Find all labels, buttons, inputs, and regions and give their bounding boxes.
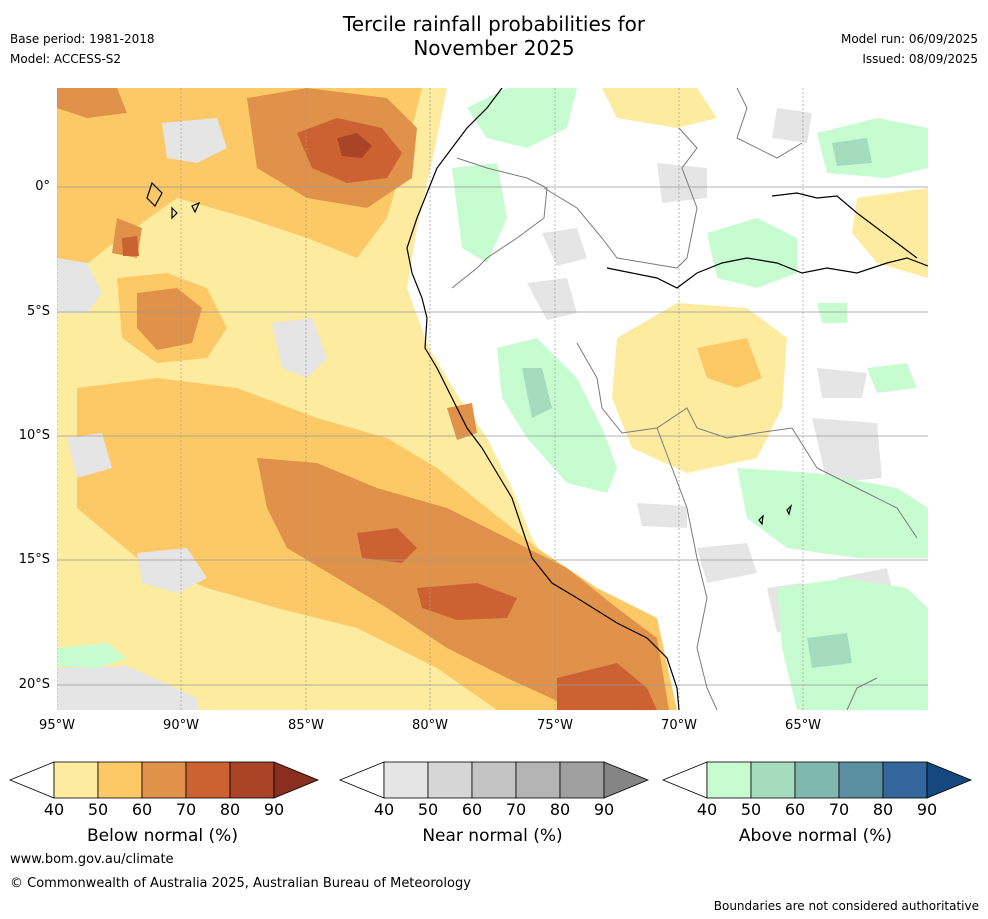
model-name: Model: ACCESS-S2 (10, 52, 122, 66)
lon-label-95w: 95°W (39, 718, 75, 733)
colorbar-near-extend-low (338, 761, 385, 799)
colorbar-above-swatch-4 (882, 761, 928, 799)
near-normal-shading (57, 108, 897, 710)
colorbar-near-tick-50: 50 (417, 800, 439, 819)
meta-right: Model run: 06/09/2025 Issued: 08/09/2025 (841, 32, 978, 72)
lon-label-90w: 90°W (163, 718, 199, 733)
colorbar-near-extend-high (603, 761, 650, 799)
colorbar-near-tick-70: 70 (505, 800, 527, 819)
colorbar-near-tick-80: 80 (549, 800, 571, 819)
lat-label-0: 0° (35, 179, 50, 194)
colorbar-above-tick-90: 90 (916, 800, 938, 819)
colorbar-below-swatch-3 (185, 761, 231, 799)
below-normal-shading (57, 88, 928, 710)
colorbar-near-tick-60: 60 (461, 800, 483, 819)
colorbar-near-swatch-3 (515, 761, 561, 799)
colorbar-below-swatch-2 (141, 761, 187, 799)
colorbars (8, 761, 973, 799)
colorbar-below-tick-70: 70 (175, 800, 197, 819)
lon-label-80w: 80°W (412, 718, 448, 733)
colorbar-below-tick-90: 90 (263, 800, 285, 819)
colorbar-near-swatch-1 (427, 761, 473, 799)
colorbar-below-swatch-1 (97, 761, 143, 799)
colorbar-above-tick-40: 40 (696, 800, 718, 819)
colorbar-above-swatch-2 (794, 761, 840, 799)
colorbar-below-tick-80: 80 (219, 800, 241, 819)
lon-label-85w: 85°W (288, 718, 324, 733)
lat-label-20s: 20°S (18, 677, 50, 692)
colorbar-above-swatch-1 (750, 761, 796, 799)
colorbar-title-above: Above normal (%) (738, 826, 893, 846)
colorbar-above-normal (661, 761, 973, 799)
lon-label-75w: 75°W (537, 718, 573, 733)
lon-label-65w: 65°W (785, 718, 821, 733)
rainfall-map (57, 88, 928, 710)
coastlines-rivers (146, 88, 928, 710)
colorbar-above-tick-70: 70 (828, 800, 850, 819)
colorbar-below-tick-40: 40 (43, 800, 65, 819)
country-borders (451, 88, 918, 710)
colorbar-near-normal (338, 761, 650, 799)
footer-copyright: © Commonwealth of Australia 2025, Austra… (10, 876, 471, 891)
colorbar-below-swatch-4 (229, 761, 275, 799)
colorbar-below-extend-low (8, 761, 55, 799)
lat-label-5s: 5°S (26, 304, 50, 319)
issued-date: Issued: 08/09/2025 (862, 52, 978, 66)
colorbar-above-tick-60: 60 (784, 800, 806, 819)
gridlines (57, 88, 928, 710)
lat-label-10s: 10°S (18, 428, 50, 443)
colorbar-above-tick-50: 50 (740, 800, 762, 819)
model-run: Model run: 06/09/2025 (840, 32, 978, 46)
colorbar-near-tick-90: 90 (593, 800, 615, 819)
colorbar-below-extend-high (273, 761, 320, 799)
above-normal-shading (57, 88, 928, 710)
colorbar-above-extend-high (926, 761, 973, 799)
meta-left: Base period: 1981-2018 Model: ACCESS-S2 (10, 32, 155, 72)
colorbar-below-normal (8, 761, 320, 799)
colorbar-near-swatch-0 (383, 761, 429, 799)
colorbar-above-swatch-3 (838, 761, 884, 799)
lon-label-70w: 70°W (661, 718, 697, 733)
colorbar-near-tick-40: 40 (373, 800, 395, 819)
map-title-line2: November 2025 (413, 36, 575, 60)
colorbar-near-swatch-4 (559, 761, 605, 799)
colorbar-near-swatch-2 (471, 761, 517, 799)
colorbar-above-swatch-0 (706, 761, 752, 799)
boundaries-disclaimer: Boundaries are not considered authoritat… (713, 899, 979, 913)
lat-label-15s: 15°S (18, 552, 50, 567)
colorbar-below-swatch-0 (53, 761, 99, 799)
map-title: Tercile rainfall probabilities for Novem… (0, 12, 988, 60)
footer-url: www.bom.gov.au/climate (10, 852, 174, 867)
map-title-line1: Tercile rainfall probabilities for (342, 12, 646, 36)
colorbar-above-extend-low (661, 761, 708, 799)
colorbar-title-near: Near normal (%) (422, 826, 563, 846)
colorbar-title-below: Below normal (%) (87, 826, 238, 846)
colorbar-below-tick-60: 60 (131, 800, 153, 819)
base-period: Base period: 1981-2018 (10, 32, 155, 46)
colorbar-above-tick-80: 80 (872, 800, 894, 819)
colorbar-below-tick-50: 50 (87, 800, 109, 819)
